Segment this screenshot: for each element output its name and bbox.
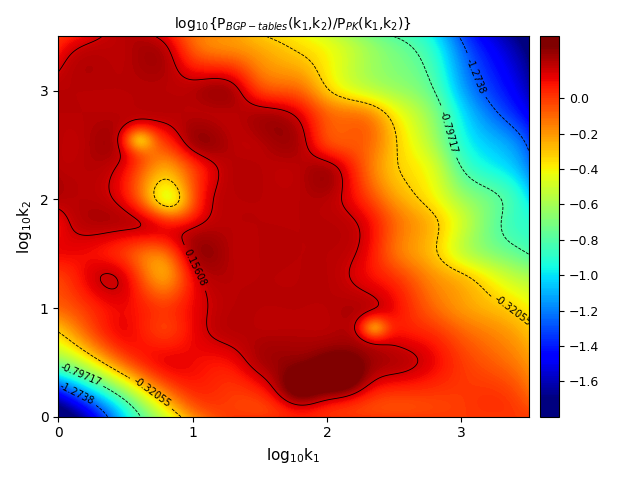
Text: -0.79717: -0.79717 xyxy=(58,361,102,388)
Text: 0.15608: 0.15608 xyxy=(182,248,208,288)
Title: log$_{10}${P$_{BGP-tables}$(k$_1$,k$_2$)/P$_{PK}$(k$_1$,k$_2$)}: log$_{10}${P$_{BGP-tables}$(k$_1$,k$_2$)… xyxy=(175,15,412,33)
Text: -0.32055: -0.32055 xyxy=(493,293,533,328)
Y-axis label: log$_{10}$k$_2$: log$_{10}$k$_2$ xyxy=(15,200,34,253)
Text: -0.79717: -0.79717 xyxy=(438,109,459,154)
Text: -0.32055: -0.32055 xyxy=(131,376,172,409)
X-axis label: log$_{10}$k$_1$: log$_{10}$k$_1$ xyxy=(266,446,321,465)
Text: -1.2738: -1.2738 xyxy=(58,381,95,407)
Text: -1.2738: -1.2738 xyxy=(463,57,487,95)
